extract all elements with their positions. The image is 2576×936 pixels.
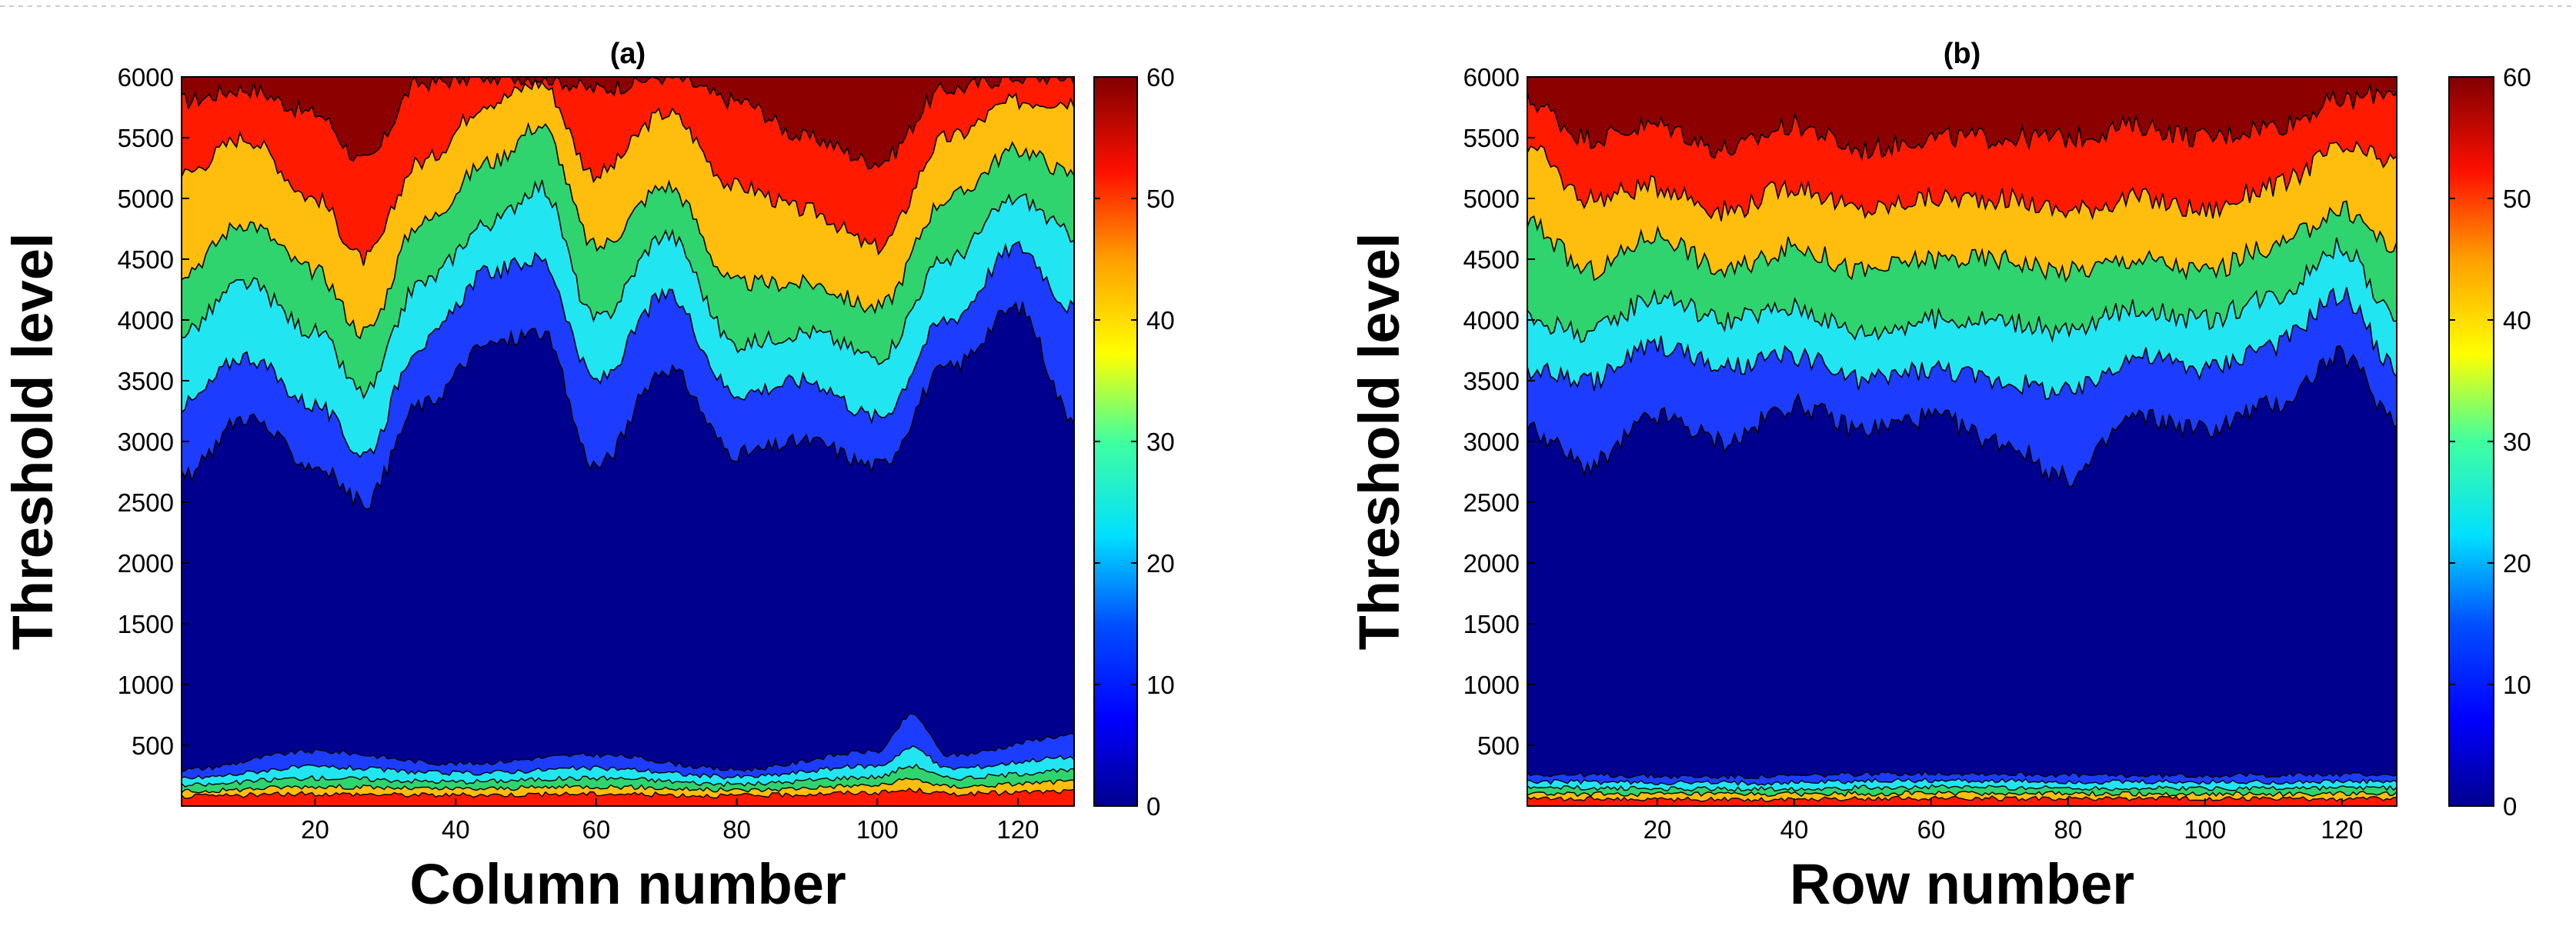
colorbar-tick-label: 10 <box>2503 671 2531 699</box>
y-tick-label: 500 <box>132 731 174 760</box>
y-tick-label: 500 <box>1477 731 1520 760</box>
colorbar-tick-label: 40 <box>2503 306 2531 335</box>
y-tick-label: 3500 <box>1463 367 1520 395</box>
x-tick-label: 100 <box>2184 815 2226 844</box>
y-tick-label: 2500 <box>1463 488 1520 517</box>
colorbar-tick-label: 30 <box>1146 428 1175 456</box>
y-tick-label: 5500 <box>118 124 174 152</box>
y-tick-label: 6000 <box>118 63 174 92</box>
x-tick-label: 80 <box>722 815 751 844</box>
y-tick-label: 3500 <box>118 367 174 395</box>
y-tick-label: 4500 <box>1463 245 1520 274</box>
contour-low-band-45 <box>1527 795 2397 806</box>
chart-panel-b: 5001000150020002500300035004000450050005… <box>1347 38 2531 916</box>
contour-band-5 <box>182 301 1074 806</box>
contour-area <box>182 77 1074 806</box>
y-tick-label: 5000 <box>118 185 174 213</box>
x-axis-title: Row number <box>1790 852 2134 916</box>
colorbar-tick-label: 40 <box>1146 306 1175 335</box>
contour-area <box>1527 77 2397 806</box>
y-tick-label: 3000 <box>1463 428 1520 456</box>
contour-low-band-45 <box>182 787 1074 806</box>
colorbar <box>1093 76 1138 807</box>
colorbar <box>2448 76 2494 807</box>
x-tick-label: 60 <box>582 815 611 844</box>
x-tick-label: 20 <box>1643 815 1672 844</box>
y-tick-label: 5000 <box>1463 185 1520 213</box>
y-tick-label: 3000 <box>118 428 174 456</box>
y-tick-label: 6000 <box>1463 63 1520 92</box>
x-axis-title: Column number <box>409 852 846 916</box>
y-tick-label: 4000 <box>118 306 174 335</box>
colorbar-tick-label: 50 <box>1146 185 1175 213</box>
colorbar-tick-label: 10 <box>1146 671 1175 699</box>
colorbar-tick-label: 0 <box>2503 792 2517 821</box>
colorbar-tick-label: 50 <box>2503 185 2531 213</box>
y-tick-label: 1000 <box>118 671 174 699</box>
x-tick-label: 100 <box>856 815 899 844</box>
x-tick-label: 120 <box>2321 815 2363 844</box>
y-tick-label: 2000 <box>118 549 174 578</box>
x-tick-label: 40 <box>442 815 470 844</box>
y-axis-title: Threshold level <box>1347 233 1411 651</box>
y-tick-label: 2500 <box>118 488 174 517</box>
panel-title: (a) <box>610 38 646 70</box>
y-tick-label: 5500 <box>1463 124 1520 152</box>
colorbar-tick-label: 20 <box>2503 549 2531 578</box>
y-tick-label: 4500 <box>118 245 174 274</box>
y-tick-label: 1500 <box>1463 610 1520 638</box>
y-axis-title: Threshold level <box>1 233 65 651</box>
y-tick-label: 2000 <box>1463 549 1520 578</box>
colorbar-tick-label: 30 <box>2503 428 2531 456</box>
contour-band-5 <box>1527 345 2397 806</box>
chart-panel-a: 5001000150020002500300035004000450050005… <box>1 38 1175 916</box>
colorbar-tick-label: 0 <box>1146 792 1160 821</box>
x-tick-label: 40 <box>1780 815 1809 844</box>
x-tick-label: 120 <box>996 815 1039 844</box>
y-tick-label: 1500 <box>118 610 174 638</box>
x-tick-label: 80 <box>2054 815 2083 844</box>
colorbar-tick-label: 60 <box>2503 63 2531 92</box>
x-tick-label: 60 <box>1917 815 1946 844</box>
colorbar-tick-label: 20 <box>1146 549 1175 578</box>
y-tick-label: 4000 <box>1463 306 1520 335</box>
colorbar-tick-label: 60 <box>1146 63 1175 92</box>
y-tick-label: 1000 <box>1463 671 1520 699</box>
panel-title: (b) <box>1944 38 1981 70</box>
x-tick-label: 20 <box>301 815 329 844</box>
